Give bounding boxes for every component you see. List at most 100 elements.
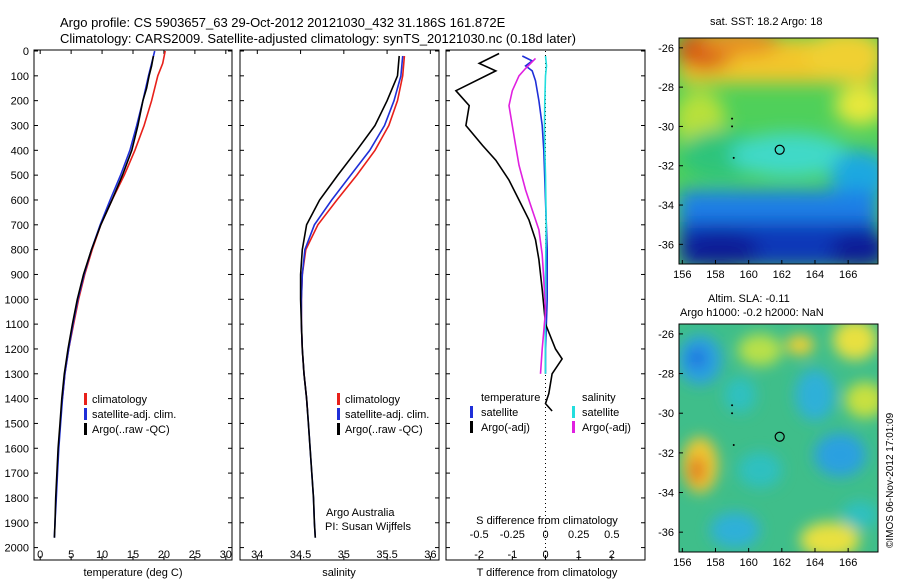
difference-top-xlabel: S difference from climatology — [476, 515, 618, 527]
map-x-tick-label: 166 — [839, 557, 857, 569]
map-y-tick-label: -30 — [658, 121, 674, 133]
legend-climatology-label: climatology — [92, 394, 148, 406]
map-x-tick-label: 162 — [773, 269, 791, 281]
map-x-tick-label: 160 — [739, 557, 757, 569]
x-tick-label: 0 — [37, 549, 43, 561]
top-x-tick-label: -0.5 — [470, 529, 489, 541]
y-tick-label: 1900 — [5, 518, 29, 530]
y-tick-label: 1700 — [5, 468, 29, 480]
argo-location-marker — [774, 431, 785, 442]
track-dot — [731, 412, 734, 415]
sst-map-overlay: 156 158 160 162 164 166 -26 -28 -30 -32 -34 -36 — [658, 43, 857, 281]
y-tick-label: 1500 — [5, 418, 29, 430]
y-tick-label: 2000 — [5, 543, 29, 555]
map-y-tick-label: -34 — [658, 200, 674, 212]
y-tick-label: 700 — [11, 220, 29, 232]
series-line — [521, 55, 549, 374]
temperature-legend: climatology satellite-adj. clim. Argo(..… — [84, 393, 176, 436]
legend-s-satellite-label: satellite — [582, 407, 619, 419]
y-tick-label: 800 — [11, 245, 29, 257]
sla-map-overlay: 156 158 160 162 164 166 -26 -28 -30 -32 -34 -36 — [658, 329, 857, 569]
depth-axis: 0 100 200 300 400 500 600 700 800 900 1000 1100 1200… — [5, 46, 645, 555]
map-x-tick-label: 164 — [806, 269, 824, 281]
legend-t-satellite-swatch — [470, 406, 473, 418]
map-y-tick-label: -34 — [658, 488, 674, 500]
x-tick-label: 15 — [127, 549, 139, 561]
y-tick-label: 0 — [23, 46, 29, 58]
series-line — [53, 50, 156, 538]
x-tick-label: 35.5 — [376, 549, 397, 561]
pi-annotation: PI: Susan Wijffels — [325, 521, 411, 533]
sst-map-title: sat. SST: 18.2 Argo: 18 — [710, 16, 823, 28]
legend-s-satellite-swatch — [572, 406, 575, 418]
y-tick-label: 1400 — [5, 394, 29, 406]
map-x-tick-label: 162 — [773, 557, 791, 569]
y-tick-label: 300 — [11, 120, 29, 132]
map-y-tick-label: -28 — [658, 82, 674, 94]
track-dot — [732, 443, 735, 446]
map-x-tick-label: 156 — [673, 557, 691, 569]
legend-temperature-title: temperature — [481, 392, 540, 404]
map-x-tick-label: 158 — [706, 557, 724, 569]
map-y-tick-label: -26 — [658, 329, 674, 341]
y-tick-label: 400 — [11, 145, 29, 157]
x-tick-label: -1 — [507, 549, 517, 561]
series-line — [61, 50, 166, 399]
difference-legend: temperature satellite Argo(-adj) salinit… — [470, 392, 631, 434]
argo-australia-annotation: Argo Australia — [326, 507, 395, 519]
x-tick-label: 35 — [338, 549, 350, 561]
sla-map-title-1: Altim. SLA: -0.11 — [708, 293, 790, 305]
series-line — [53, 55, 155, 538]
series-line — [299, 55, 400, 538]
map-x-tick-label: 166 — [839, 269, 857, 281]
legend-climatology-label: climatology — [345, 394, 401, 406]
legend-salinity-title: salinity — [582, 392, 616, 404]
salinity-xlabel: salinity — [322, 567, 356, 579]
legend-t-satellite-label: satellite — [481, 407, 518, 419]
legend-argo-swatch — [337, 423, 340, 435]
x-tick-label: 0 — [542, 549, 548, 561]
map-y-tick-label: -36 — [658, 239, 674, 251]
legend-argo-label: Argo(..raw -QC) — [345, 424, 423, 436]
series-line — [508, 57, 547, 374]
legend-climatology-swatch — [84, 393, 87, 405]
legend-satellite-swatch — [337, 408, 340, 420]
y-tick-label: 1100 — [5, 319, 29, 331]
map-y-tick-label: -32 — [658, 161, 674, 173]
x-tick-label: 20 — [158, 549, 170, 561]
series-line — [300, 55, 406, 412]
x-tick-label: 5 — [68, 549, 74, 561]
imos-stamp: ©IMOS 06-Nov-2012 17:01:09 — [885, 412, 896, 548]
argo-location-marker — [774, 144, 785, 155]
x-tick-label: 36 — [424, 549, 436, 561]
y-tick-label: 900 — [11, 269, 29, 281]
x-tick-label: 30 — [220, 549, 232, 561]
x-tick-label: 10 — [96, 549, 108, 561]
legend-argo-swatch — [84, 423, 87, 435]
top-x-tick-label: 0.5 — [604, 529, 619, 541]
x-tick-label: 34 — [251, 549, 263, 561]
map-x-tick-label: 156 — [673, 269, 691, 281]
legend-t-argo-swatch — [470, 421, 473, 433]
salinity-plot: 34 34.5 35 35.5 36 — [251, 50, 436, 561]
legend-satellite-label: satellite-adj. clim. — [92, 409, 176, 421]
map-x-tick-label: 158 — [706, 269, 724, 281]
top-x-tick-label: 0.25 — [568, 529, 589, 541]
header-line-2: Climatology: CARS2009. Satellite-adjuste… — [60, 31, 576, 46]
header-line-1: Argo profile: CS 5903657_63 29-Oct-2012 … — [60, 15, 506, 30]
legend-argo-label: Argo(..raw -QC) — [92, 424, 170, 436]
series-line — [454, 52, 564, 412]
legend-climatology-swatch — [337, 393, 340, 405]
x-tick-label: -2 — [474, 549, 484, 561]
y-tick-label: 1200 — [5, 344, 29, 356]
map-y-tick-label: -28 — [658, 369, 674, 381]
x-tick-label: 2 — [609, 549, 615, 561]
map-x-tick-label: 164 — [806, 557, 824, 569]
map-y-tick-label: -36 — [658, 527, 674, 539]
y-tick-label: 1000 — [5, 294, 29, 306]
legend-satellite-label: satellite-adj. clim. — [345, 409, 429, 421]
x-tick-label: 34.5 — [290, 549, 311, 561]
y-tick-label: 100 — [11, 71, 29, 83]
sla-map-image — [679, 324, 878, 552]
legend-s-argo-swatch — [572, 421, 575, 433]
